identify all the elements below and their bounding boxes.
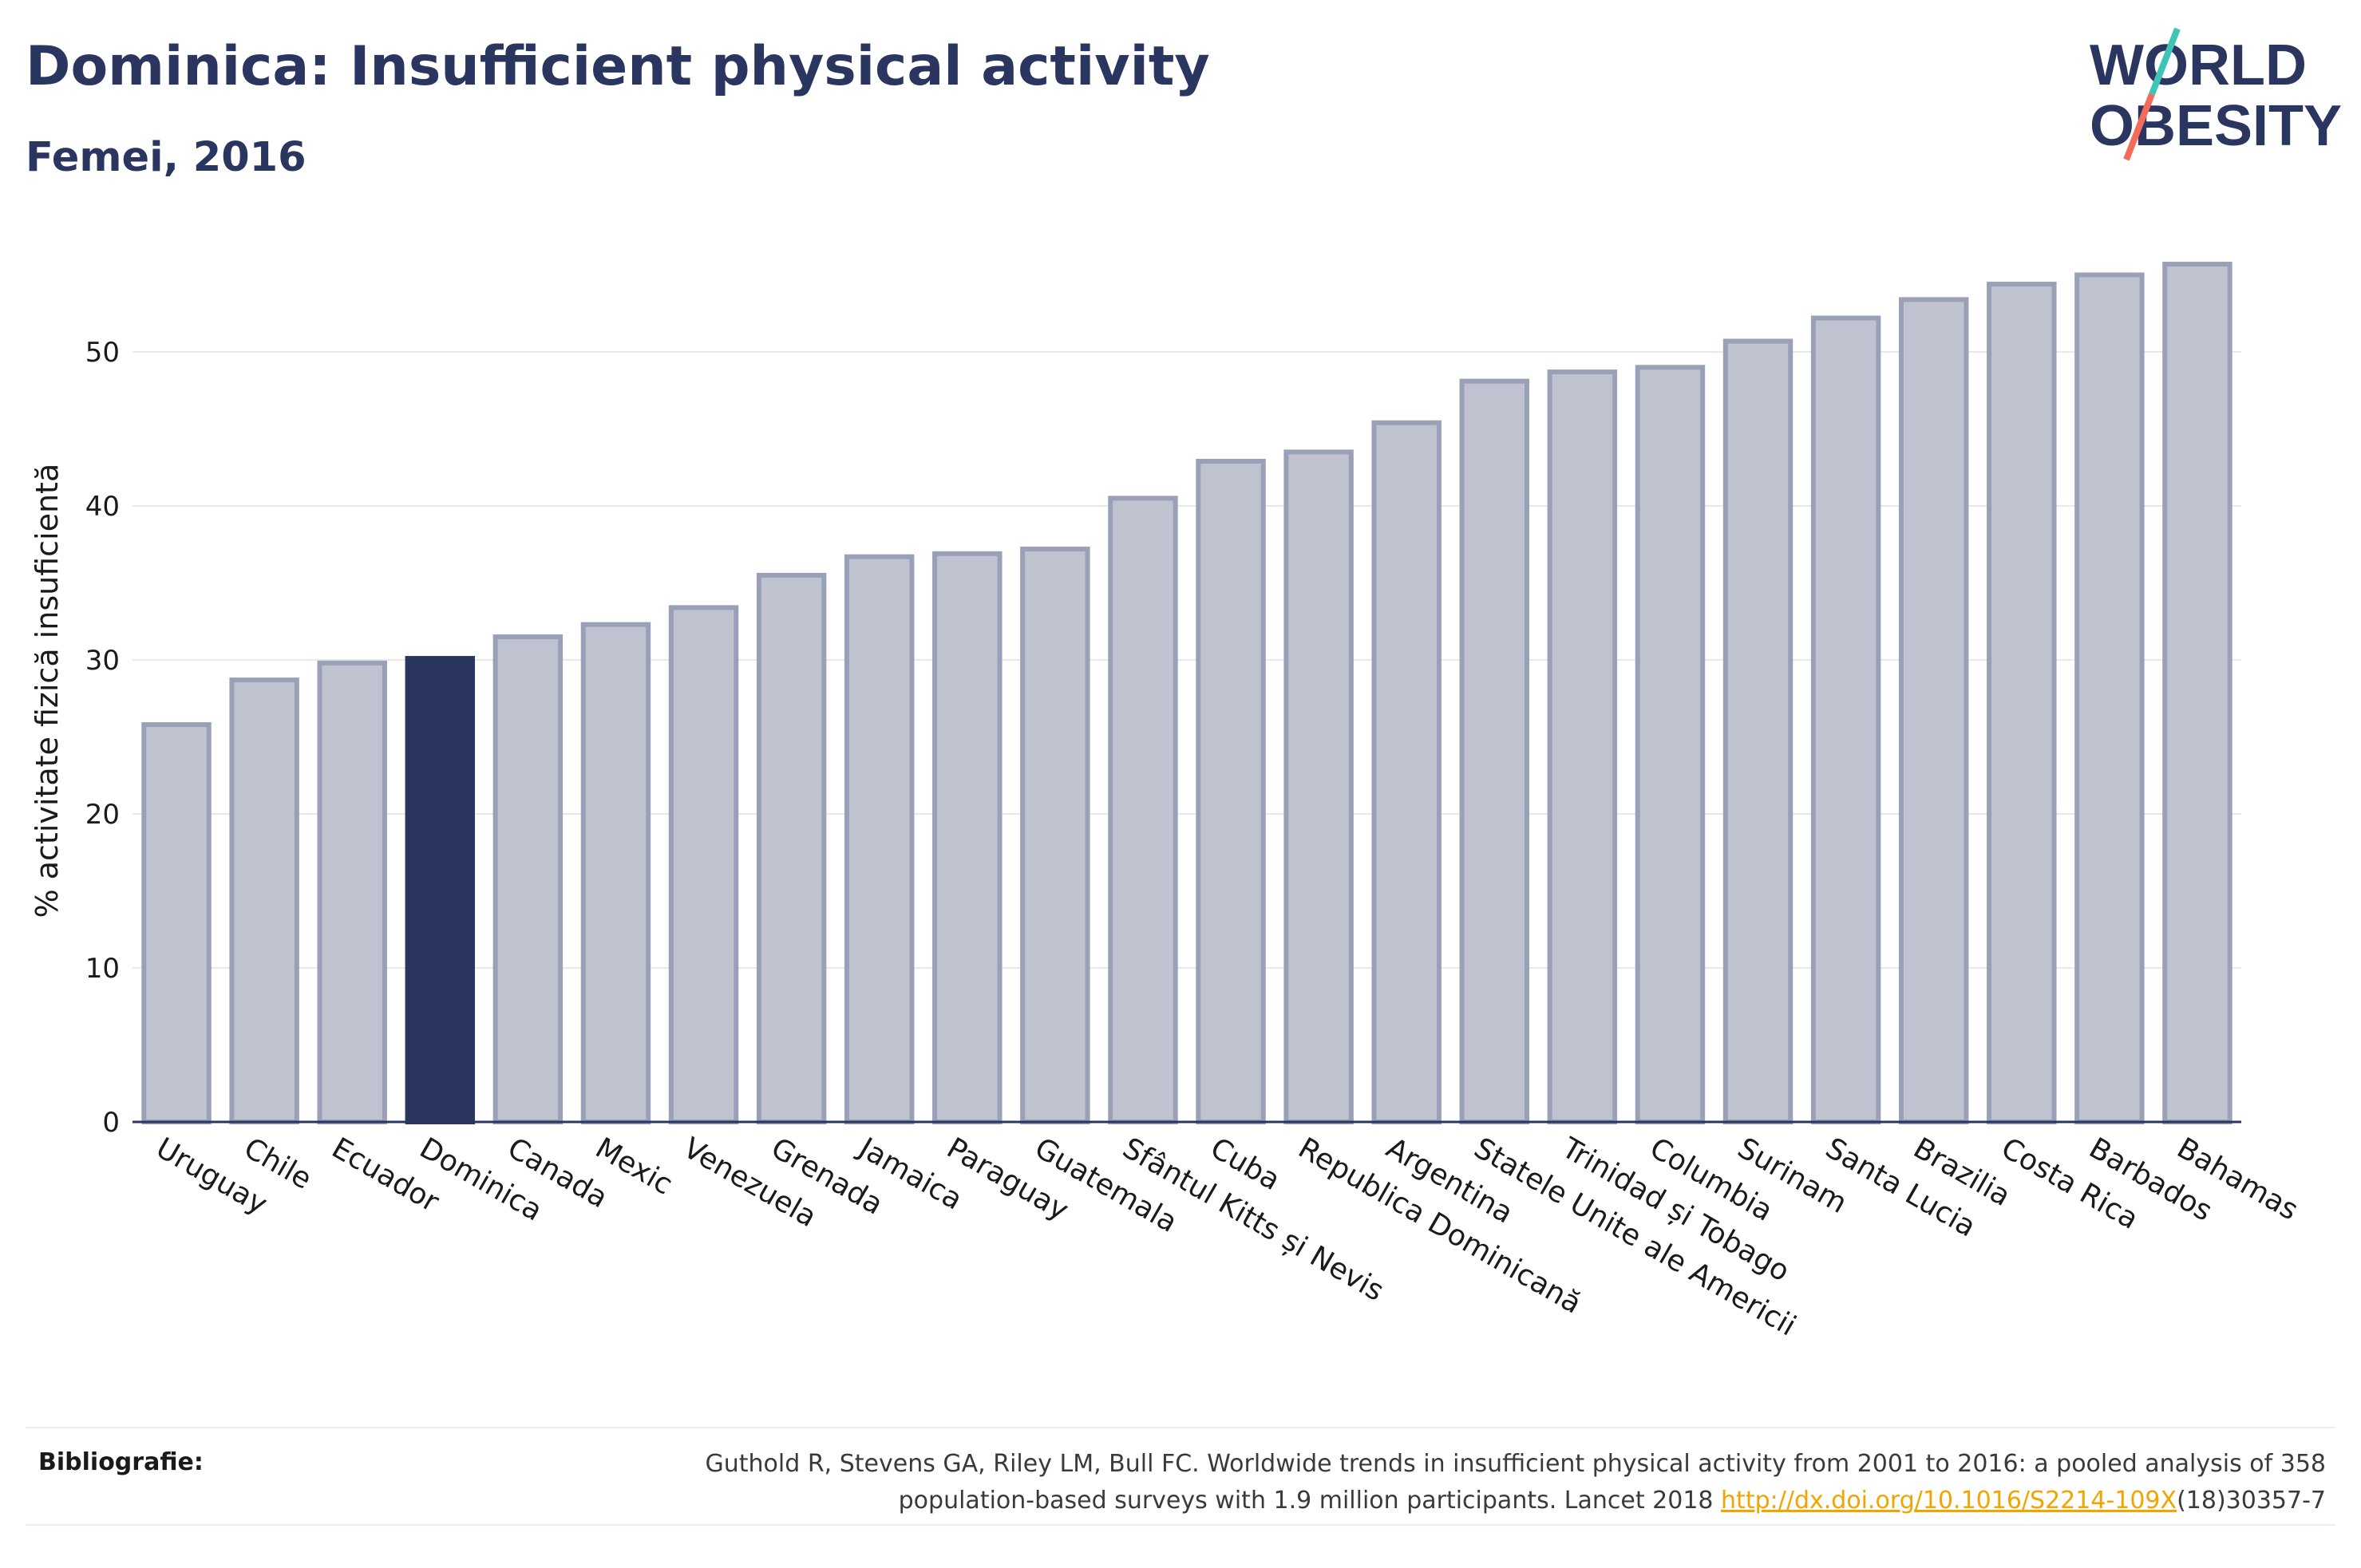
bar-santa-lucia	[1810, 315, 1881, 1125]
bar-trinidad-i-tobago	[1547, 369, 1618, 1124]
bar-republica-dominican-	[1283, 449, 1354, 1124]
bibliography-line-2: population-based surveys with 1.9 millio…	[490, 1483, 2326, 1519]
bar-guatemala	[1020, 547, 1090, 1124]
world-obesity-logo: WORLD OBESITY	[2090, 27, 2342, 161]
bar-canada	[492, 634, 564, 1124]
bar-sf-ntul-kitts-i-nevis	[1108, 496, 1178, 1124]
bar-argentina	[1371, 420, 1442, 1124]
bibliography-line-2-text: population-based surveys with 1.9 millio…	[898, 1487, 1722, 1515]
y-tick-label: 40	[85, 491, 120, 523]
bibliography-line-1: Guthold R, Stevens GA, Riley LM, Bull FC…	[705, 1450, 2326, 1478]
bar-chile	[229, 677, 299, 1124]
bar-ecuador	[317, 660, 387, 1124]
logo-slash-teal	[2149, 27, 2181, 96]
bar-columbia	[1635, 365, 1706, 1124]
bibliography-text: Guthold R, Stevens GA, Riley LM, Bull FC…	[490, 1446, 2326, 1519]
bar-dominica	[405, 656, 476, 1124]
doi-link[interactable]: http://dx.doi.org/10.1016/S2214-109X	[1721, 1487, 2177, 1515]
bar-chart: 0 10 20 30 40 50 % activitate fizică insuficie…	[30, 261, 2304, 1343]
y-tick-label: 30	[85, 645, 120, 677]
logo-word-world: WORLD	[2090, 34, 2307, 97]
bar-grenada	[756, 572, 827, 1124]
page-subtitle: Femei, 2016	[26, 134, 306, 181]
footer-divider-bottom	[26, 1524, 2335, 1526]
bibliography-label: Bibliografie:	[38, 1448, 204, 1476]
bar-brazilia	[1898, 297, 1969, 1124]
bar-surinam	[1722, 338, 1793, 1124]
bar-paraguay	[932, 551, 1003, 1124]
y-tick-label: 20	[85, 799, 120, 831]
y-tick-label: 10	[85, 953, 120, 985]
bar-costa-rica	[1987, 282, 2057, 1125]
y-axis-title: % activitate fizică insuficientă	[30, 464, 65, 918]
bar-statele-unite-ale-americii	[1459, 378, 1530, 1125]
bar-mexic	[580, 622, 651, 1124]
y-tick-label: 0	[102, 1107, 120, 1139]
bar-venezuela	[668, 605, 739, 1124]
bar-bahamas	[2162, 261, 2232, 1124]
bar-barbados	[2074, 272, 2145, 1124]
footer-divider-top	[26, 1427, 2335, 1428]
bar-jamaica	[844, 554, 915, 1124]
y-tick-label: 50	[85, 337, 120, 369]
bibliography-line-2-suffix: (18)30357-7	[2177, 1487, 2326, 1515]
bar-cuba	[1196, 459, 1266, 1124]
page-title: Dominica: Insufficient physical activity	[26, 35, 1210, 98]
bar-uruguay	[141, 722, 212, 1124]
logo-slash-coral	[2123, 93, 2155, 161]
